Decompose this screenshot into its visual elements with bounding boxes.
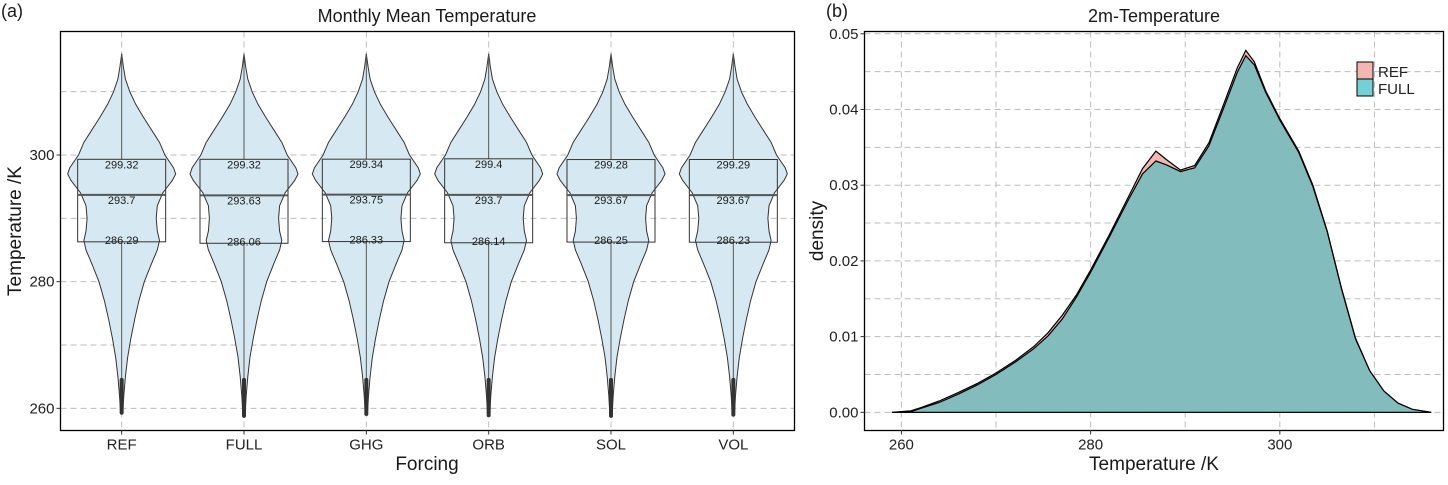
y-tick-label: 280: [29, 274, 54, 291]
box-label-median: 293.75: [350, 195, 384, 207]
violin-plot-frame: [59, 30, 796, 432]
box-label-q1: 286.06: [227, 236, 261, 248]
box-label-q1: 286.29: [105, 235, 139, 247]
violin-y-ticks: 260 280 300: [29, 147, 61, 417]
x-tick-label: VOL: [718, 437, 748, 454]
y-tick-label: 260: [29, 400, 54, 417]
box-label-q1: 286.25: [594, 235, 628, 247]
box-label-q3: 299.32: [105, 159, 139, 171]
y-tick-label: 0.02: [829, 253, 858, 270]
y-tick-label: 300: [29, 147, 54, 164]
box-label-median: 293.7: [108, 195, 136, 207]
box-label-median: 293.67: [594, 195, 628, 207]
legend-swatch-ref: [1356, 61, 1374, 80]
density-area-full: [891, 54, 1432, 413]
box-label-q3: 299.28: [594, 160, 628, 172]
density-panel: (b) 2m-Temperature 0.000.010.020.030.040…: [807, 1, 1445, 475]
box-ghg: [321, 158, 411, 243]
box-orb: [444, 158, 534, 244]
legend-swatch-full: [1356, 78, 1374, 97]
density-legend: REF FULL: [1356, 61, 1415, 98]
box-label-q1: 286.23: [717, 235, 751, 247]
panel-b-label: (b): [826, 1, 848, 21]
y-tick-label: 0.04: [829, 101, 858, 118]
density-x-ticks: 260 280 300: [889, 430, 1292, 454]
violin-vol: [678, 53, 788, 416]
box-label-median: 293.63: [227, 195, 261, 207]
box-vol: [688, 158, 778, 243]
density-y-ticks: 0.00 0.01 0.02 0.03 0.04 0.05: [829, 26, 865, 421]
y-tick-label: 0.03: [829, 177, 858, 194]
box-label-q3: 299.34: [350, 159, 384, 171]
x-tick-label: SOL: [596, 437, 626, 454]
violin-sol: [556, 53, 666, 417]
density-x-axis-title: Temperature /K: [1089, 454, 1219, 475]
y-tick-label: 0.00: [829, 404, 858, 421]
legend-label-full: FULL: [1378, 81, 1415, 98]
legend-label-ref: REF: [1378, 64, 1408, 81]
y-tick-label: 0.05: [829, 26, 858, 43]
violin-full: [189, 53, 299, 417]
violin-panel: (a) Monthly Mean Temperature 299.32 293.7…: [1, 1, 796, 475]
violin-chart-title: Monthly Mean Temperature: [318, 6, 537, 26]
box-full: [199, 158, 289, 244]
box-sol: [566, 159, 656, 243]
density-plot-frame: [863, 30, 1445, 432]
violin-orb: [434, 53, 544, 416]
violins: [67, 53, 788, 417]
violin-ref: [67, 53, 177, 414]
x-tick-label: GHG: [349, 437, 383, 454]
violin-x-axis-title: Forcing: [395, 454, 458, 475]
density-areas: [891, 49, 1432, 413]
box-label-q3: 299.29: [717, 159, 751, 171]
box-label-q3: 299.32: [227, 159, 261, 171]
x-tick-label: ORB: [472, 437, 505, 454]
y-tick-label: 0.01: [829, 329, 858, 346]
box-label-median: 293.67: [717, 195, 751, 207]
box-label-q1: 286.14: [472, 236, 506, 248]
x-tick-label: 300: [1267, 437, 1292, 454]
boxplots: 299.32 293.7 286.29 299.32 293.63 286.06 299.3…: [77, 54, 778, 418]
x-tick-label: 260: [889, 437, 914, 454]
box-label-median: 293.7: [475, 195, 503, 207]
x-tick-label: 280: [1078, 437, 1103, 454]
panel-a-label: (a): [1, 1, 23, 21]
density-y-axis-title: density: [807, 200, 828, 261]
x-tick-label: REF: [107, 437, 137, 454]
box-ref: [77, 158, 167, 243]
violin-x-ticks: REF FULL GHG ORB SOL VOL: [107, 430, 748, 454]
density-chart-title: 2m-Temperature: [1088, 6, 1220, 26]
violin-ghg: [311, 53, 421, 415]
x-tick-label: FULL: [226, 437, 263, 454]
box-label-q1: 286.33: [350, 235, 384, 247]
violin-y-axis-title: Temperature /K: [5, 166, 26, 296]
violin-grid: [60, 31, 795, 431]
box-label-q3: 299.4: [475, 159, 503, 171]
